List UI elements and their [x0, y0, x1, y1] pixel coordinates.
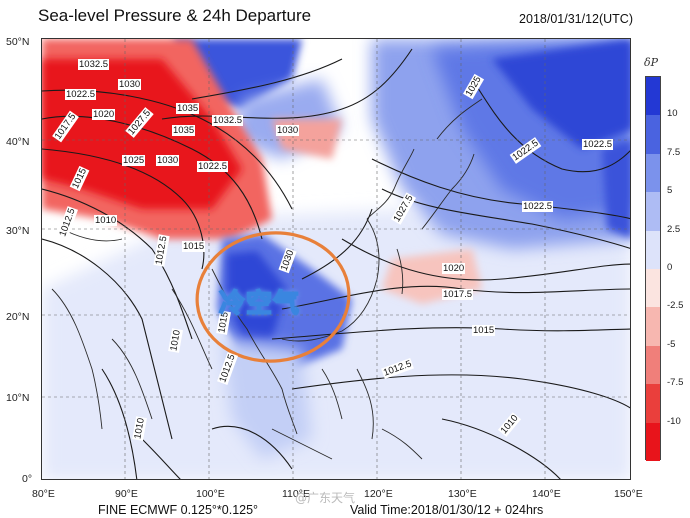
isobar-label: 1020 — [442, 263, 466, 274]
isobar-label: 1032.5 — [212, 115, 244, 126]
legend-swatch — [646, 345, 660, 385]
lon-label-80e: 80°E — [32, 488, 55, 500]
isobar-label: 1015 — [472, 325, 496, 336]
coastlines — [51, 98, 483, 460]
watermark: @广东天气 — [295, 491, 356, 505]
lon-label-110e: 110°E — [282, 488, 310, 500]
isobar-label: 1035 — [172, 125, 196, 136]
lat-label-50n: 50°N — [6, 36, 30, 48]
legend-title: δP — [644, 56, 659, 69]
isobar-label: 1015 — [182, 241, 206, 252]
lon-label-90e: 90°E — [115, 488, 138, 500]
legend-label: 10 — [667, 108, 678, 120]
legend-label: 7.5 — [667, 146, 681, 158]
isobar-label: 1022.5 — [65, 89, 97, 100]
legend-label: -10 — [667, 415, 681, 427]
pressure-map-graphic — [42, 39, 630, 479]
isobar-label: 1020 — [92, 109, 116, 120]
lon-label-120e: 120°E — [364, 488, 393, 500]
legend-label: -7.5 — [667, 377, 684, 389]
isobar-label: 1025 — [122, 155, 146, 166]
lat-label-40n: 40°N — [6, 136, 30, 148]
isobar-label: 1030 — [276, 125, 300, 136]
cold-air-circle — [195, 231, 351, 363]
departure-shading — [42, 39, 630, 479]
lon-label-130e: 130°E — [448, 488, 477, 500]
lon-label-140e: 140°E — [532, 488, 561, 500]
legend-swatch — [646, 269, 660, 308]
legend-swatch — [646, 307, 660, 347]
lat-label-10n: 10°N — [6, 392, 30, 404]
grid-lines — [42, 39, 630, 479]
lon-label-100e: 100°E — [196, 488, 225, 500]
map-title: Sea-level Pressure & 24h Departure — [38, 6, 312, 25]
legend-swatch — [646, 153, 660, 193]
legend-swatch — [646, 384, 660, 424]
legend-colorbar — [645, 76, 661, 462]
legend-label: 5 — [667, 185, 673, 197]
legend-label: -5 — [667, 338, 676, 350]
map-datetime: 2018/01/31/12(UTC) — [519, 12, 633, 26]
legend-swatch — [646, 230, 660, 270]
lat-label-20n: 20°N — [6, 311, 30, 323]
legend-swatch — [646, 77, 660, 116]
isobars — [42, 48, 630, 479]
pressure-map: 1032.5 1030 1022.5 1020 1017.5 1035 1032… — [41, 38, 631, 480]
legend-label: 0 — [667, 262, 673, 273]
isobar-label: 1017.5 — [442, 289, 474, 300]
legend-swatch — [646, 422, 660, 462]
isobar-label: 1022.5 — [197, 161, 229, 172]
isobar-label: 1032.5 — [78, 59, 110, 70]
isobar-label: 1022.5 — [522, 201, 554, 212]
lat-label-0: 0° — [22, 473, 33, 485]
lon-label-150e: 150°E — [614, 488, 643, 500]
isobar-label: 1030 — [118, 79, 142, 90]
legend-label: 2.5 — [667, 223, 681, 235]
isobar-label: 1010 — [94, 215, 118, 226]
isobar-label: 1035 — [176, 103, 200, 114]
legend-swatch — [646, 192, 660, 232]
valid-time-label: Valid Time:2018/01/30/12 + 024hrs — [350, 503, 544, 517]
legend-swatch — [646, 115, 660, 155]
isobar-label: 1030 — [156, 155, 180, 166]
legend-label: -2.5 — [667, 300, 684, 312]
lat-label-30n: 30°N — [6, 225, 30, 237]
isobar-label: 1022.5 — [582, 139, 614, 150]
cold-air-annotation: 冷空气 — [218, 288, 301, 320]
model-label: FINE ECMWF 0.125°*0.125° — [98, 503, 259, 517]
